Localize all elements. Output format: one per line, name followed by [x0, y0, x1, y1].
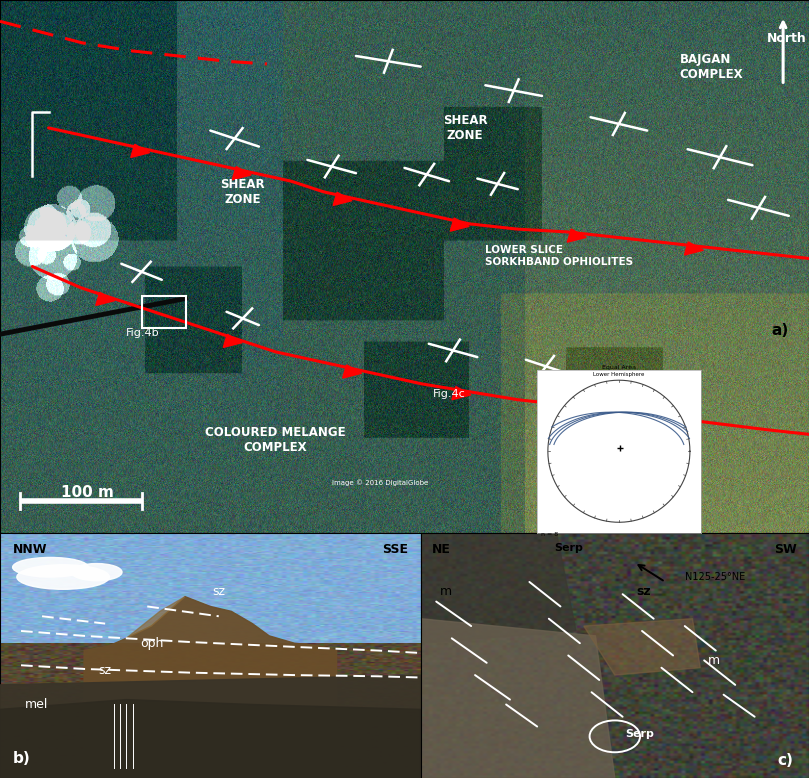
Polygon shape: [567, 229, 587, 242]
Text: BAJGAN
COMPLEX: BAJGAN COMPLEX: [680, 53, 743, 81]
Text: SHEAR
ZONE: SHEAR ZONE: [443, 114, 488, 142]
Text: SW: SW: [774, 543, 798, 555]
Polygon shape: [421, 619, 615, 778]
Text: LOWER SLICE
SORKHBAND OPHIOLITES: LOWER SLICE SORKHBAND OPHIOLITES: [485, 245, 633, 267]
Text: Fig.4c: Fig.4c: [433, 389, 465, 399]
Polygon shape: [684, 242, 703, 255]
Text: Serp: Serp: [554, 543, 582, 552]
Text: Lower Hemisphere: Lower Hemisphere: [593, 373, 645, 377]
Polygon shape: [232, 166, 251, 180]
Polygon shape: [0, 675, 421, 778]
Text: a): a): [772, 323, 789, 338]
Text: sz: sz: [212, 585, 225, 598]
Polygon shape: [548, 400, 566, 413]
Text: 100 m: 100 m: [61, 485, 113, 500]
Text: sz: sz: [637, 585, 651, 598]
Polygon shape: [421, 533, 576, 643]
Polygon shape: [452, 387, 471, 400]
Text: b): b): [13, 751, 31, 766]
Text: mel: mel: [25, 698, 49, 711]
Text: Serp: Serp: [625, 729, 654, 739]
Text: NE: NE: [432, 543, 451, 555]
Polygon shape: [95, 293, 115, 306]
Polygon shape: [682, 416, 701, 429]
Text: c): c): [777, 753, 794, 768]
Text: Fig.4b: Fig.4b: [125, 328, 159, 338]
Text: SHEAR
ZONE: SHEAR ZONE: [220, 178, 265, 206]
Polygon shape: [84, 597, 337, 778]
Text: North: North: [766, 33, 807, 45]
Text: Equal Area: Equal Area: [602, 365, 636, 370]
Polygon shape: [343, 365, 362, 378]
Text: n = 8: n = 8: [540, 531, 558, 537]
Polygon shape: [584, 619, 701, 675]
Ellipse shape: [13, 557, 88, 577]
Polygon shape: [223, 335, 242, 348]
Bar: [142, 296, 186, 328]
Ellipse shape: [17, 565, 109, 589]
Polygon shape: [131, 145, 150, 157]
Text: NNW: NNW: [13, 543, 47, 555]
Text: N125-25°NE: N125-25°NE: [684, 572, 745, 582]
Text: m: m: [440, 585, 452, 598]
Text: Image © 2016 DigitalGlobe: Image © 2016 DigitalGlobe: [332, 479, 428, 485]
Text: oph: oph: [140, 636, 163, 650]
Text: COLOURED MELANGE
COMPLEX: COLOURED MELANGE COMPLEX: [205, 426, 345, 454]
Ellipse shape: [71, 563, 122, 580]
Polygon shape: [451, 218, 469, 231]
Text: sz: sz: [99, 664, 112, 677]
Polygon shape: [0, 699, 421, 778]
Polygon shape: [333, 192, 352, 205]
Text: m: m: [708, 654, 720, 667]
Polygon shape: [126, 597, 185, 638]
Text: SSE: SSE: [382, 543, 408, 555]
